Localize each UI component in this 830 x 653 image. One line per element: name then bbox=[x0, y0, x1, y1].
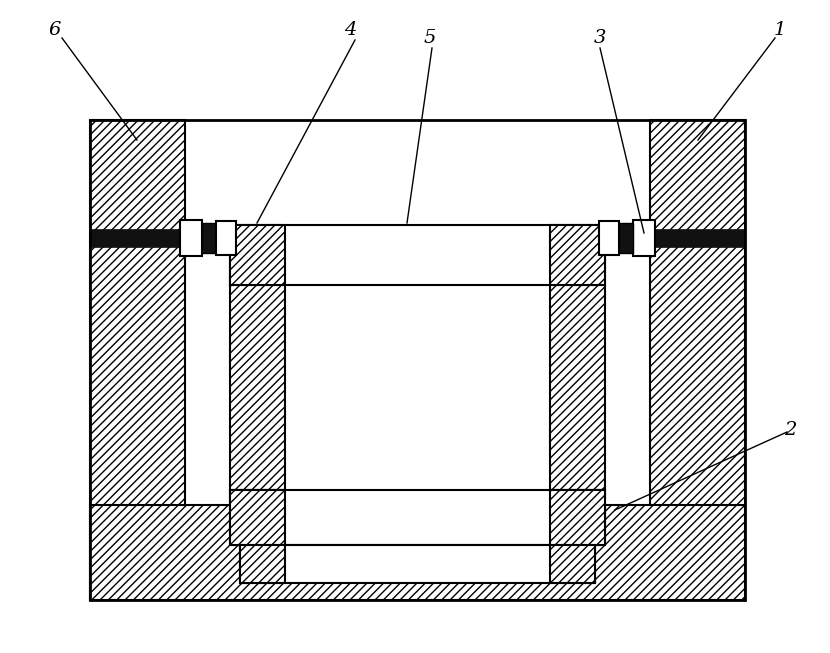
Bar bbox=[599, 221, 619, 255]
Text: 1: 1 bbox=[774, 21, 786, 39]
Bar bbox=[202, 223, 216, 253]
Text: 2: 2 bbox=[784, 421, 796, 439]
Bar bbox=[633, 220, 655, 256]
Bar bbox=[550, 490, 605, 545]
Bar bbox=[230, 285, 285, 490]
Bar bbox=[216, 221, 236, 255]
Bar bbox=[90, 505, 745, 600]
Bar bbox=[90, 120, 745, 600]
Bar bbox=[180, 220, 202, 256]
Bar bbox=[635, 229, 745, 247]
Bar bbox=[90, 120, 185, 600]
Bar bbox=[230, 490, 285, 545]
Bar bbox=[550, 545, 595, 583]
Bar bbox=[240, 545, 595, 583]
Bar bbox=[285, 285, 550, 490]
Bar bbox=[619, 223, 633, 253]
Bar bbox=[90, 229, 200, 247]
Text: 6: 6 bbox=[49, 21, 61, 39]
Bar bbox=[550, 285, 605, 490]
Bar bbox=[650, 120, 745, 600]
Bar bbox=[230, 490, 605, 545]
Text: 5: 5 bbox=[424, 29, 437, 47]
Bar bbox=[240, 545, 285, 583]
Bar bbox=[230, 225, 285, 285]
Bar bbox=[185, 120, 650, 505]
Bar bbox=[550, 225, 605, 285]
Bar bbox=[230, 225, 605, 285]
Text: 4: 4 bbox=[344, 21, 356, 39]
Text: 3: 3 bbox=[593, 29, 606, 47]
